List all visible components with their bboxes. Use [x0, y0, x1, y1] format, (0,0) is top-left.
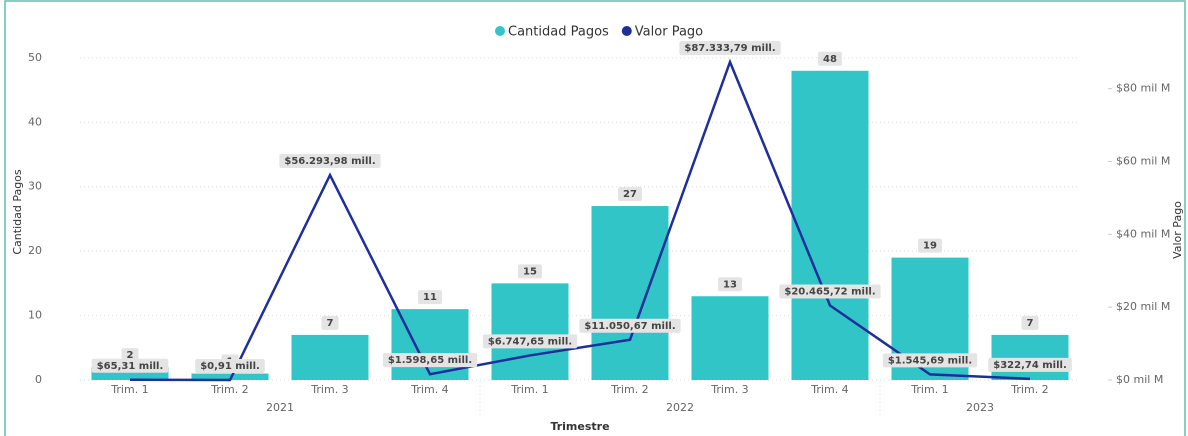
y2-tick-label: $60 mil M: [1116, 155, 1170, 168]
bar-label: 13: [723, 279, 737, 290]
line-label-box: [195, 358, 265, 373]
line-label: $56.293,98 mill.: [284, 156, 375, 167]
bar-label-box: [121, 348, 139, 363]
frame: [4, 0, 1186, 436]
bar-label-box: [1021, 315, 1039, 330]
x-tick-label: Trim. 3: [310, 383, 348, 396]
bar: [491, 283, 569, 380]
bar-label: 48: [823, 54, 837, 65]
y2-tick-label: $40 mil M: [1116, 227, 1170, 240]
y-tick-label: 50: [28, 51, 42, 64]
x-tick-label: Trim. 2: [610, 383, 648, 396]
y-axis-title: Cantidad Pagos: [11, 169, 24, 255]
line-label: $322,74 mill.: [993, 360, 1067, 371]
x-tick-label: Trim. 3: [710, 383, 748, 396]
bar-label-box: [418, 290, 442, 305]
y2-axis-title: Valor Pago: [1171, 201, 1184, 259]
bar-label-box: [918, 238, 942, 253]
y2-tick-label: $0 mil M: [1116, 373, 1163, 386]
bar: [991, 334, 1069, 380]
bar: [691, 296, 769, 380]
line: [129, 58, 1031, 382]
y-tick-label: 30: [28, 180, 42, 193]
x-tick-label: Trim. 1: [910, 383, 948, 396]
y2-tick-label: $80 mil M: [1116, 82, 1170, 95]
bar-label-box: [718, 277, 742, 292]
y-tick-label: 0: [35, 373, 42, 386]
line-label-box: [882, 353, 978, 368]
bar: [191, 373, 269, 380]
x-tick-label: Trim. 4: [810, 383, 848, 396]
bar: [291, 334, 369, 380]
bar-label: 2: [127, 350, 134, 361]
bar-label-box: [518, 264, 542, 279]
legend-swatch: [495, 26, 505, 36]
line-label-box: [579, 318, 681, 333]
y-tick-label: 40: [28, 115, 42, 128]
x-tick-label: Trim. 1: [510, 383, 548, 396]
legend-label: Valor Pago: [635, 25, 703, 40]
bar-label: 7: [327, 318, 334, 329]
bar-label-box: [618, 187, 642, 202]
x-tick-label: Trim. 4: [410, 383, 448, 396]
bar-label-box: [321, 315, 339, 330]
bar: [791, 70, 869, 381]
x-group-label: 2021: [266, 401, 294, 414]
bar-label: 19: [923, 241, 937, 252]
bar-label: 7: [1027, 318, 1034, 329]
line-label: $11.050,67 mill.: [584, 321, 675, 332]
line-label: $1.598,65 mill.: [388, 355, 472, 366]
line-label-box: [279, 154, 381, 169]
line-label: $65,31 mill.: [97, 361, 164, 372]
bar-label-box: [818, 51, 842, 66]
legend-swatch: [621, 26, 632, 36]
line-label: $6.747,65 mill.: [488, 336, 572, 347]
bar-label: 15: [523, 266, 537, 277]
y2-tick-label: $20 mil M: [1116, 300, 1170, 313]
line-label-box: [779, 284, 881, 299]
line-label: $1.545,69 mill.: [888, 355, 972, 366]
line-label: $87.333,79 mill.: [684, 43, 775, 54]
line-label-box: [91, 358, 169, 373]
line-label: $0,91 mill.: [200, 361, 260, 372]
x-group-label: 2022: [666, 401, 694, 414]
y-tick-label: 10: [28, 309, 42, 322]
x-tick-label: Trim. 2: [210, 383, 248, 396]
bar-label: 11: [423, 292, 437, 303]
line-label-box: [679, 40, 781, 55]
bar: [591, 206, 669, 380]
x-group-label: 2023: [966, 401, 994, 414]
bar-label: 27: [623, 189, 637, 200]
line-label-box: [988, 357, 1072, 372]
line-label-box: [382, 353, 478, 368]
x-tick-label: Trim. 1: [110, 383, 148, 396]
line-label-box: [482, 334, 578, 349]
legend-label: Cantidad Pagos: [508, 25, 609, 40]
x-axis-title: Trimestre: [550, 420, 609, 433]
line-label: $20.465,72 mill.: [784, 286, 875, 297]
x-tick-label: Trim. 2: [1010, 383, 1048, 396]
y-tick-label: 20: [28, 244, 42, 257]
